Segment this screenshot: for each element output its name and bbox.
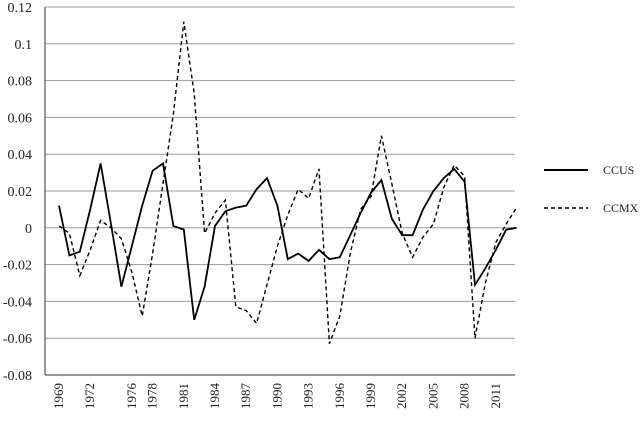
y-tick-label: 0.02 <box>8 185 33 200</box>
x-tick-label: 1976 <box>124 383 139 410</box>
series-lines <box>58 21 518 344</box>
y-tick-label: 0.06 <box>8 111 33 126</box>
y-tick-label: 0.12 <box>8 1 33 16</box>
x-tick-label: 1987 <box>238 383 253 410</box>
x-tick-label: 1981 <box>176 383 191 409</box>
legend: CCUS CCMX <box>544 163 639 215</box>
y-tick-label: 0.08 <box>8 75 33 90</box>
x-tick-label: 1984 <box>207 383 222 410</box>
y-tick-label: -0.02 <box>3 259 32 274</box>
series-line-ccus <box>58 161 517 321</box>
y-tick-label: -0.06 <box>3 332 32 347</box>
y-tick-label: -0.04 <box>3 295 32 310</box>
x-tick-label: 1969 <box>51 383 66 409</box>
x-tick-label: 1978 <box>145 383 160 409</box>
legend-label-ccus: CCUS <box>603 163 634 177</box>
x-tick-label: 2002 <box>394 383 409 409</box>
x-tick-label: 1999 <box>363 383 378 409</box>
x-tick-label: 1990 <box>269 383 284 409</box>
y-tick-labels: 0.12 0.1 0.08 0.06 0.04 0.02 0 -0.02 -0.04 -0.06 -… <box>3 1 32 384</box>
x-tick-label: 1996 <box>332 383 347 410</box>
y-tick-label: 0.1 <box>15 38 33 53</box>
x-tick-label: 1972 <box>82 383 97 409</box>
x-tick-label: 1993 <box>301 383 316 409</box>
x-tick-labels: 1969 1972 1976 1978 1981 1984 1987 1990 1993 1996… <box>51 383 503 410</box>
grid-lines <box>45 6 515 339</box>
y-tick-label: -0.08 <box>3 369 32 384</box>
axes <box>44 7 515 376</box>
legend-label-ccmx: CCMX <box>603 201 639 215</box>
x-tick-label: 2008 <box>457 383 472 409</box>
y-tick-label: 0.04 <box>8 148 33 163</box>
x-tick-label: 2005 <box>425 383 440 409</box>
series-line-ccmx <box>58 21 518 344</box>
x-tick-label: 2011 <box>488 383 503 409</box>
y-tick-label: 0 <box>25 222 32 237</box>
